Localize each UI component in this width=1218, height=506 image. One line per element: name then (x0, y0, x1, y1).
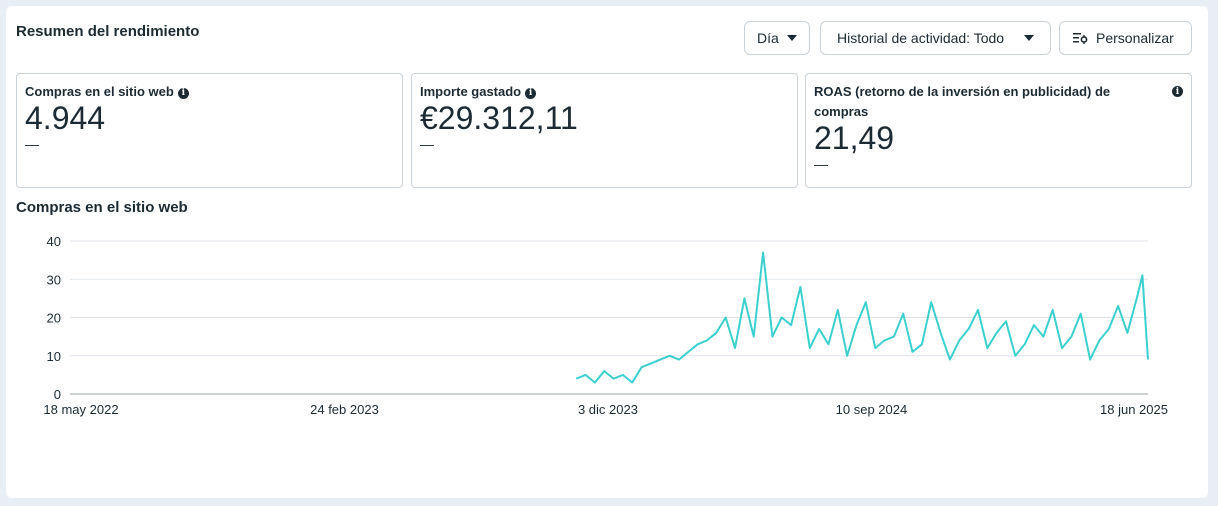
info-icon[interactable]: i (1172, 86, 1183, 97)
customize-icon (1073, 33, 1088, 44)
metric-delta: — (420, 136, 434, 152)
y-tick-label: 20 (47, 311, 61, 326)
chevron-down-icon (1024, 35, 1034, 41)
metric-value: 4.944 (25, 100, 106, 136)
metric-delta: — (814, 156, 828, 172)
purchases-line-chart: 0 10 20 30 40 18 may 2022 24 feb 2023 3 dic 202… (43, 234, 1168, 417)
customize-button[interactable]: Personalizar (1059, 21, 1192, 55)
x-tick-label: 10 sep 2024 (836, 402, 908, 417)
chart-title: Compras en el sitio web (16, 199, 188, 216)
day-dropdown-label: Día (757, 30, 779, 46)
y-tick-label: 0 (54, 387, 61, 402)
metric-card-amount-spent[interactable]: Importe gastado i €29.312,11 — (411, 73, 798, 188)
activity-history-label: Historial de actividad: Todo (837, 30, 1005, 46)
y-tick-label: 10 (47, 349, 61, 364)
day-dropdown[interactable]: Día (744, 21, 810, 55)
chevron-down-icon (786, 35, 797, 41)
series-line (575, 251, 1149, 384)
y-tick-label: 40 (47, 234, 61, 249)
info-icon[interactable]: i (177, 87, 189, 99)
page-title: Resumen del rendimiento (16, 23, 200, 40)
performance-summary-card: Resumen del rendimiento Día Historial de… (6, 6, 1208, 498)
activity-history-dropdown[interactable]: Historial de actividad: Todo (820, 21, 1051, 55)
x-tick-label: 18 jun 2025 (1100, 402, 1168, 417)
x-tick-label: 3 dic 2023 (578, 402, 638, 417)
metric-card-purchases[interactable]: Compras en el sitio web i 4.944 — (16, 73, 403, 188)
metric-label: Compras en el sitio web (25, 84, 174, 99)
info-icon[interactable]: i (525, 87, 537, 99)
metric-value: €29.312,11 (420, 100, 578, 136)
metric-label: ROAS (retorno de la inversión en publici… (814, 84, 1111, 119)
metric-label: Importe gastado (420, 84, 522, 99)
metric-card-roas[interactable]: ROAS (retorno de la inversión en publici… (805, 73, 1192, 188)
metric-delta: — (25, 136, 39, 152)
x-tick-label: 24 feb 2023 (310, 402, 379, 417)
y-tick-label: 30 (47, 272, 61, 287)
metric-value: 21,49 (814, 120, 895, 156)
x-tick-label: 18 may 2022 (43, 402, 118, 417)
customize-label: Personalizar (1096, 30, 1174, 46)
